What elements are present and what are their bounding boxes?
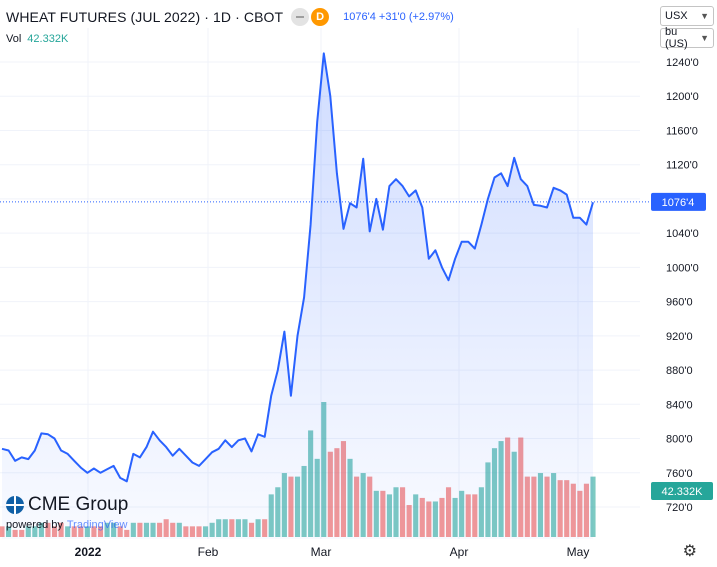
market-closed-icon[interactable] <box>291 8 310 26</box>
chevron-down-icon: ▼ <box>700 33 709 43</box>
volume-label[interactable]: Vol <box>6 33 22 45</box>
price-tick-label: 1160'0 <box>666 125 698 137</box>
price-tick-label: 1240'0 <box>666 57 699 69</box>
currency-value: USX <box>665 10 688 22</box>
last-volume-tag-label: 42.332K <box>662 486 704 498</box>
price-tick-label: 1040'0 <box>666 228 699 240</box>
price-tick-label: 800'0 <box>666 434 693 446</box>
time-tick-label: Mar <box>311 545 332 559</box>
currency-select[interactable]: USX ▼ <box>660 6 714 26</box>
price-tick-label: 960'0 <box>666 297 693 309</box>
gear-icon[interactable]: ⚙ <box>682 543 697 560</box>
volume-legend: Vol 42.332K <box>6 33 68 45</box>
time-axis[interactable]: 2022 Feb Mar Apr May <box>75 545 590 559</box>
price-tick-label: 1120'0 <box>666 160 698 172</box>
price-line <box>1 52 594 483</box>
last-price-tag <box>651 192 706 211</box>
price-tick-label: 720'0 <box>666 502 693 514</box>
price-tick-label: 840'0 <box>666 399 693 411</box>
cme-logo[interactable]: CME Group <box>6 494 128 516</box>
unit-select[interactable]: bu (US) ▼ <box>660 26 714 50</box>
price-tick-label: 760'0 <box>666 468 693 480</box>
price-tick-label: 920'0 <box>666 331 693 343</box>
chevron-down-icon: ▼ <box>700 11 709 21</box>
powered-by-label: powered by <box>6 519 63 531</box>
unit-value: bu (US) <box>665 26 688 50</box>
powered-by: powered by TradingView <box>6 519 127 531</box>
time-tick-label: 2022 <box>75 545 102 559</box>
delayed-data-badge[interactable]: D <box>311 8 330 26</box>
tradingview-link[interactable]: TradingView <box>66 519 128 531</box>
time-tick-label: May <box>567 545 590 559</box>
time-tick-label: Feb <box>198 545 219 559</box>
symbol-status: D <box>291 8 330 26</box>
volume-value: 42.332K <box>27 33 69 45</box>
price-tick-label: 1000'0 <box>666 262 699 274</box>
price-tick-label: 880'0 <box>666 365 693 377</box>
price-axis[interactable]: 1240'01200'01160'01120'01080'01040'01000… <box>666 57 699 514</box>
time-tick-label: Apr <box>450 545 469 559</box>
chart-header: WHEAT FUTURES (JUL 2022) · 1D · CBOT D 1… <box>6 6 454 28</box>
price-tick-label: 1200'0 <box>666 91 699 103</box>
price-change-readout: 1076'4 +31'0 (+2.97%) <box>343 11 454 23</box>
price-area <box>2 53 593 540</box>
last-volume-tag <box>651 482 713 500</box>
symbol-title[interactable]: WHEAT FUTURES (JUL 2022) · 1D · CBOT <box>6 9 284 25</box>
cme-logo-text: CME Group <box>28 494 129 515</box>
globe-icon <box>6 496 24 514</box>
last-price-tag-label: 1076'4 <box>662 197 695 209</box>
axis-tags: 1076'4 42.332K <box>651 192 713 500</box>
